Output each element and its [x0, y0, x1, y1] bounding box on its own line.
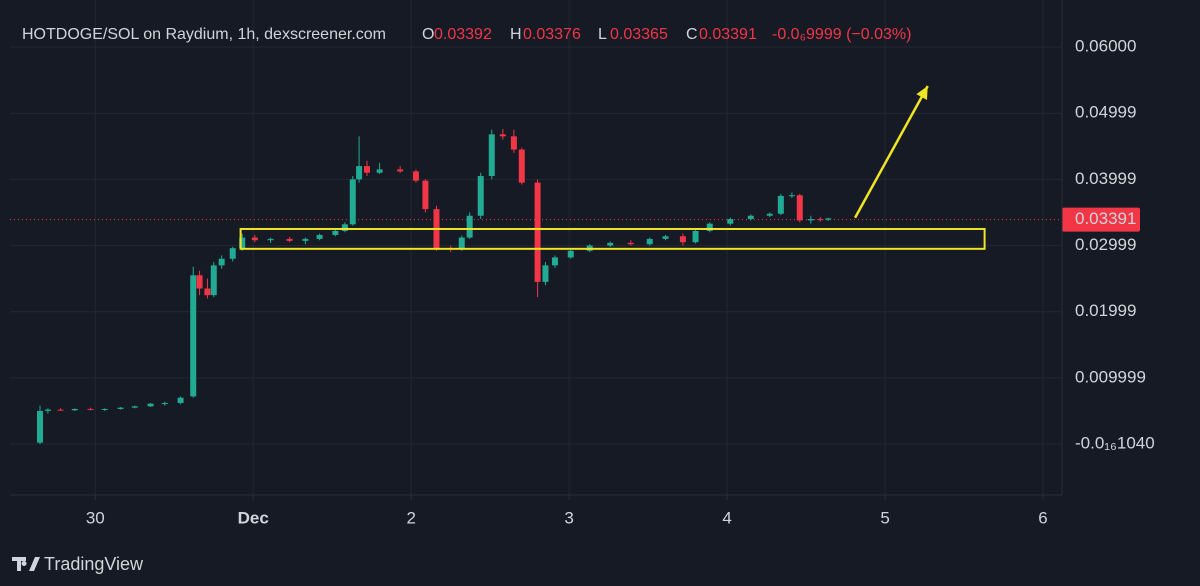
candle-body: [727, 219, 734, 224]
chart-title: HOTDOGE/SOL on Raydium, 1h, dexscreener.…: [22, 26, 386, 43]
candle-body: [397, 169, 404, 172]
overlay-layer: 0.03391: [239, 85, 1140, 250]
candle-body: [117, 407, 124, 409]
y-tick-label: 0.01999: [1075, 301, 1136, 320]
candle-body: [251, 237, 258, 241]
arrow-line: [853, 85, 929, 219]
candle-body: [57, 409, 64, 411]
candle-body: [567, 250, 574, 258]
ohlc-value: 0.03392: [434, 26, 492, 43]
candle-body: [204, 288, 211, 296]
y-tick-label: 0.03999: [1075, 169, 1136, 188]
candle-body: [692, 230, 699, 243]
candle-body: [44, 409, 51, 411]
candle-body: [627, 242, 634, 245]
candle-body: [518, 149, 525, 183]
candle-body: [412, 171, 419, 181]
y-tick-label: 0.04999: [1075, 103, 1136, 122]
ohlc-value: 0.03365: [610, 26, 668, 43]
x-tick-label: 30: [86, 508, 105, 527]
candle-body: [679, 236, 686, 243]
candle-body: [807, 219, 814, 221]
candle-body: [161, 403, 168, 405]
ohlc-label: L: [598, 26, 607, 43]
x-tick-label: 3: [564, 508, 573, 527]
candle-body: [356, 166, 363, 180]
candle-body: [267, 238, 274, 241]
candle-body: [542, 265, 549, 282]
y-tick-label: 0.02999: [1075, 235, 1136, 254]
candle-body: [817, 219, 824, 221]
candle-body: [551, 257, 558, 266]
candle-body: [87, 408, 94, 410]
candle-body: [101, 408, 108, 410]
candle-body: [458, 237, 465, 250]
candle-body: [488, 134, 495, 177]
x-tick-label: 5: [880, 508, 889, 527]
ohlc-value: 0.03391: [699, 26, 757, 43]
candle-body: [190, 275, 197, 397]
ohlc-label: O: [422, 26, 434, 43]
candle-body: [196, 275, 203, 289]
branding: TradingView: [12, 554, 144, 574]
candle-body: [747, 215, 754, 220]
ohlc-value: 0.03376: [523, 26, 581, 43]
last-price-label: 0.03391: [1075, 209, 1136, 228]
candle-body: [71, 408, 78, 411]
candle-body: [534, 182, 541, 282]
candle-body: [302, 238, 309, 241]
candle-body: [766, 213, 773, 216]
candle-body: [218, 258, 225, 266]
candle-body: [477, 176, 484, 216]
candle-body: [286, 238, 293, 241]
candle-body: [349, 179, 356, 225]
x-tick-label: 2: [406, 508, 415, 527]
last-price-badge: [1062, 207, 1140, 232]
candle-body: [376, 169, 383, 173]
y-tick-label: 0.06000: [1075, 36, 1136, 55]
candle-body: [341, 224, 348, 231]
candle-body: [363, 166, 370, 173]
x-tick-label: 6: [1038, 508, 1047, 527]
grid-layer: 0.06000 0.04999 0.03999 0.02999 0.01999 0.009…: [10, 0, 1155, 527]
candle-body: [177, 397, 184, 404]
brand-name: TradingView: [44, 554, 144, 574]
candle-body: [825, 218, 832, 220]
candle-body: [332, 230, 339, 235]
candle-body: [210, 265, 217, 296]
candle-body: [607, 242, 614, 246]
candle-body: [510, 136, 517, 150]
y-tick-label: 0.009999: [1075, 367, 1146, 386]
support-zone: [239, 227, 986, 250]
candle-body: [147, 403, 154, 407]
candle-body: [788, 195, 795, 197]
candle-body: [706, 223, 713, 231]
candle-body: [316, 234, 323, 239]
candle-body: [646, 238, 653, 245]
x-tick-label: Dec: [238, 508, 269, 527]
candle-body: [777, 195, 784, 214]
change-label: -0.0₆9999 (−0.03%): [772, 26, 911, 43]
candle-body: [466, 215, 473, 238]
x-tick-label: 4: [722, 508, 731, 527]
ohlc-label: C: [686, 26, 698, 43]
candle-body: [131, 406, 138, 408]
candle-body: [37, 410, 44, 443]
candle-body: [499, 134, 506, 137]
candle-body: [229, 248, 236, 259]
candle-body: [662, 236, 669, 239]
candle-body: [422, 180, 429, 210]
candle-body: [796, 195, 803, 221]
ohlc-label: H: [510, 26, 522, 43]
arrow-head: [916, 86, 928, 101]
logo: [12, 557, 40, 571]
y-tick-label: -0.0₁₆1040: [1075, 434, 1155, 453]
candle-body: [239, 237, 246, 249]
ohlc-legend: O 0.03392 H 0.03376 L 0.03365 C 0.03391 -0.0₆999…: [422, 26, 911, 43]
